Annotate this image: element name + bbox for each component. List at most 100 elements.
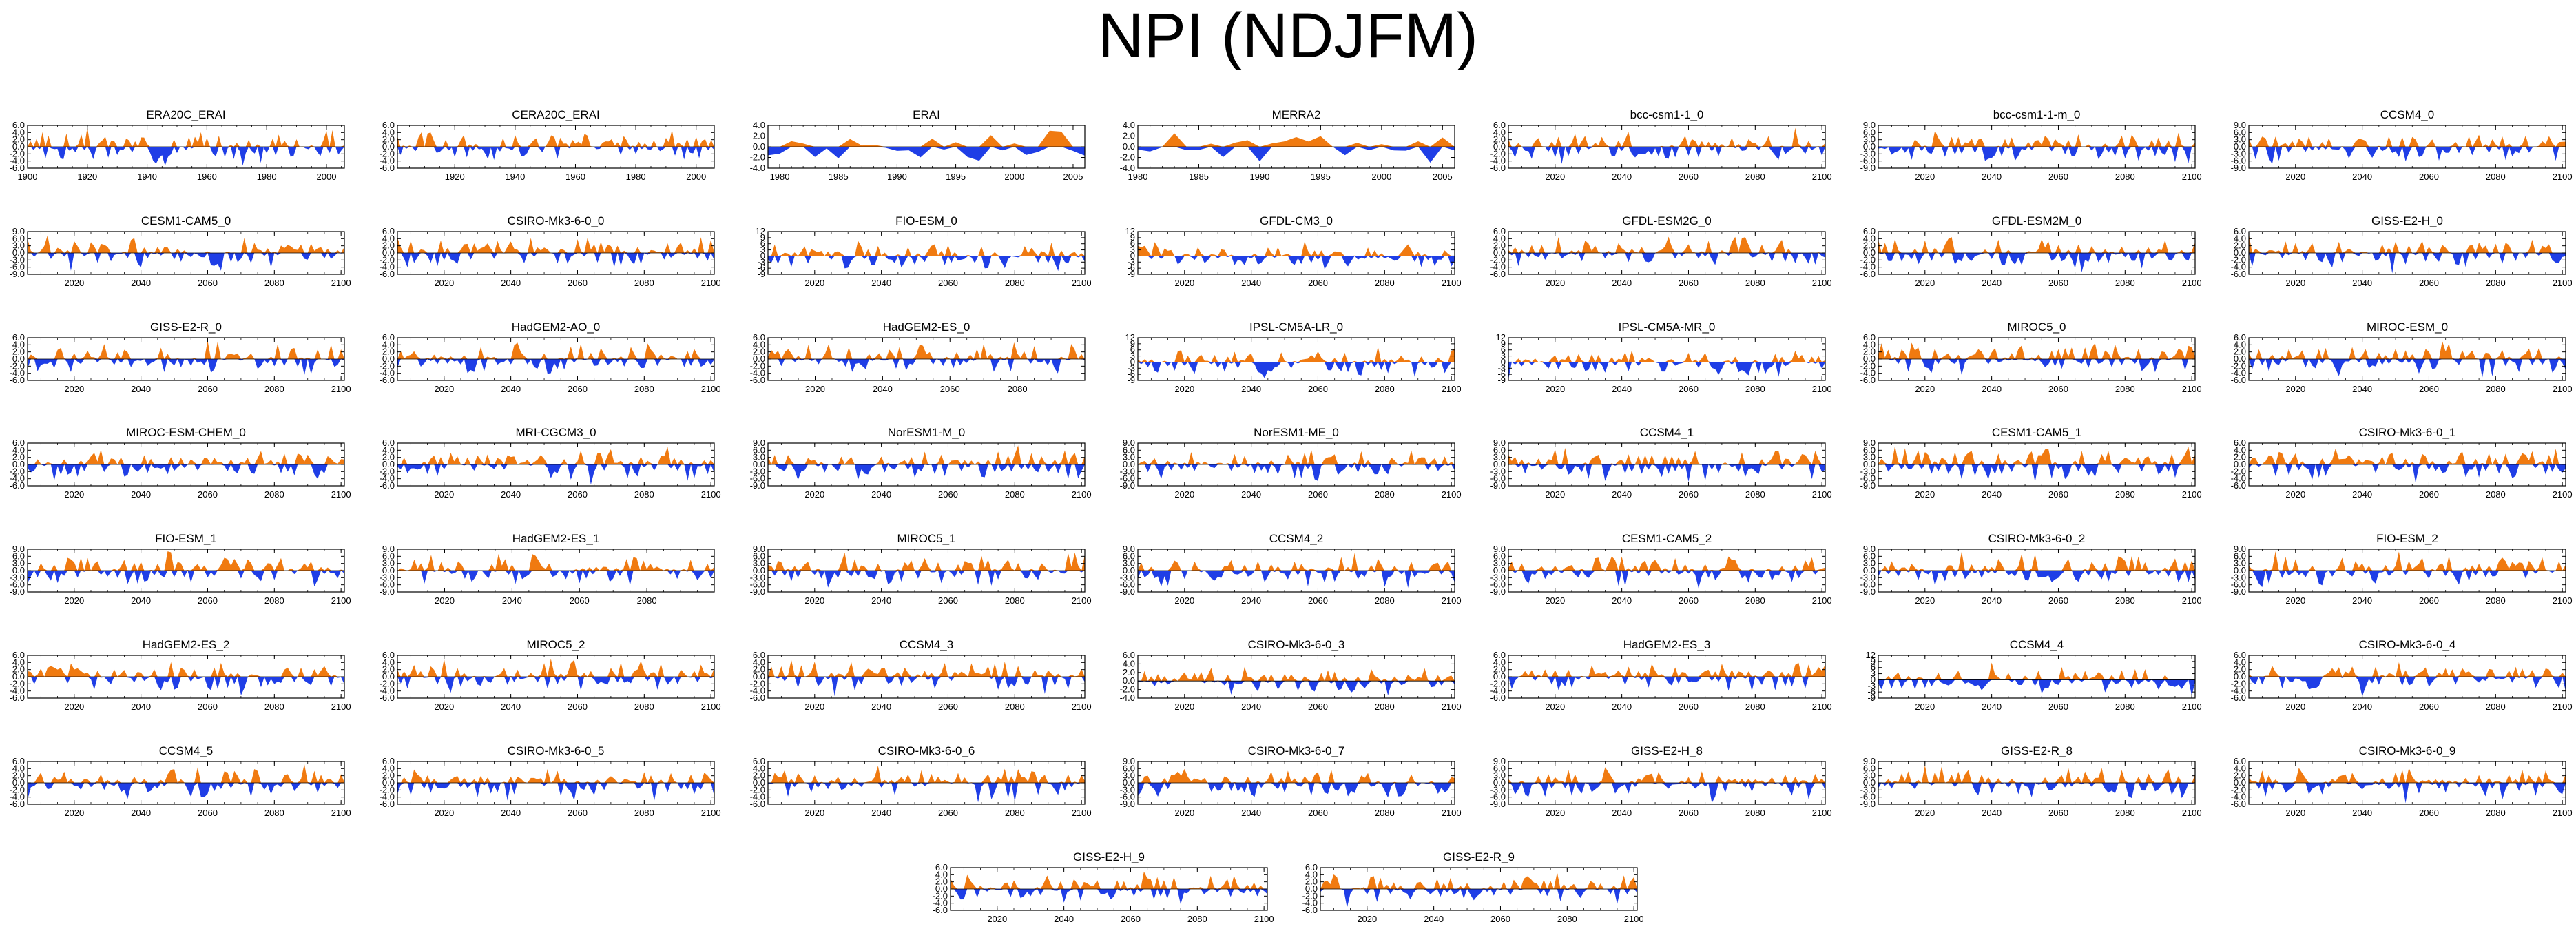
y-tick-label: 9.0 <box>12 544 25 554</box>
x-tick-label: 2100 <box>1812 384 1832 394</box>
x-tick-label: 2080 <box>2486 278 2506 288</box>
y-tick-label: 6.0 <box>12 756 25 766</box>
y-tick-label: 4.0 <box>1305 869 1318 879</box>
panel-CSIRO-Mk3-6-0_1: CSIRO-Mk3-6-0_1 6.04.02.00.0-2.0-4.0-6.0 2… <box>2231 426 2573 500</box>
panel-CSIRO-Mk3-6-0_2: CSIRO-Mk3-6-0_2 9.06.03.00.0-3.0-6.0-9.0 2… <box>1860 532 2202 606</box>
panel-CSIRO-Mk3-6-0_5: CSIRO-Mk3-6-0_5 6.04.02.00.0-2.0-4.0-6.0 2… <box>380 744 721 818</box>
positive-area <box>2249 662 2566 677</box>
positive-area <box>397 553 714 571</box>
y-tick-label: 0.0 <box>12 141 25 152</box>
x-tick-label: 2060 <box>2419 384 2439 394</box>
positive-area <box>28 340 344 359</box>
y-tick-label: 2.0 <box>753 347 765 357</box>
x-tick-label: 2100 <box>2553 172 2573 182</box>
y-tick-label: -3.0 <box>2231 148 2246 158</box>
y-tick-label: 0.0 <box>12 565 25 575</box>
y-tick-label: -2.0 <box>1490 678 1506 688</box>
y-tick-label: 6.0 <box>12 551 25 561</box>
x-tick-label: 2020 <box>434 702 454 712</box>
positive-area <box>1138 133 1455 147</box>
panel-title: GISS-E2-R_0 <box>150 320 222 334</box>
x-tick-label: 2040 <box>131 278 151 288</box>
x-tick-label: 2100 <box>331 384 351 394</box>
x-tick-label: 2080 <box>1745 808 1765 818</box>
panel-title: CSIRO-Mk3-6-0_9 <box>2359 744 2456 757</box>
x-tick-label: 2080 <box>1005 808 1025 818</box>
x-tick-label: 2080 <box>264 808 284 818</box>
x-tick-label: 2020 <box>2285 489 2305 500</box>
x-tick-label: 2100 <box>2182 384 2202 394</box>
x-tick-label: 2040 <box>501 278 521 288</box>
x-tick-label: 2040 <box>131 702 151 712</box>
x-tick-label: 2080 <box>1745 489 1765 500</box>
panel-title: CERA20C_ERAI <box>512 108 600 121</box>
y-tick-label: -9 <box>757 269 765 279</box>
y-tick-label: 3.0 <box>753 452 765 462</box>
y-tick-label: 0.0 <box>935 883 948 894</box>
y-tick-label: 12 <box>1125 226 1135 236</box>
x-tick-label: 2100 <box>701 808 721 818</box>
x-tick-label: 2060 <box>2419 489 2439 500</box>
y-tick-label: 4.0 <box>382 657 395 667</box>
y-tick-label: -6 <box>1127 263 1135 273</box>
y-tick-label: 6 <box>1130 345 1135 355</box>
x-tick-label: 2060 <box>1679 489 1699 500</box>
x-tick-label: 2060 <box>1679 278 1699 288</box>
negative-area <box>1878 679 2195 696</box>
y-tick-label: 9.0 <box>753 544 765 554</box>
x-tick-label: 2100 <box>331 278 351 288</box>
y-tick-label: 3.0 <box>1123 558 1135 569</box>
y-tick-label: 3.0 <box>382 558 395 569</box>
x-tick-label: 2040 <box>1982 384 2002 394</box>
negative-area <box>1138 147 1455 163</box>
y-tick-label: 6.0 <box>1493 650 1506 660</box>
panel-CESM1-CAM5_0: CESM1-CAM5_0 9.06.03.00.0-3.0-6.0-9.0 2020… <box>10 214 351 288</box>
y-tick-label: 0.0 <box>1493 459 1506 469</box>
x-tick-label: 2100 <box>331 595 351 606</box>
y-tick-label: -6.0 <box>1490 163 1506 173</box>
panel-title: CSIRO-Mk3-6-0_7 <box>1248 744 1345 757</box>
panel-title: GFDL-ESM2M_0 <box>1992 214 2081 227</box>
y-tick-label: -2.0 <box>933 890 948 901</box>
x-tick-label: 2060 <box>1308 278 1328 288</box>
x-tick-label: 1985 <box>1189 172 1209 182</box>
y-tick-label: -6.0 <box>1860 156 1876 166</box>
x-tick-label: 2100 <box>2553 808 2573 818</box>
panel-GISS-E2-H_8: GISS-E2-H_8 9.06.03.00.0-3.0-6.0-9.0 2020 2… <box>1490 744 1832 818</box>
y-tick-label: -3.0 <box>10 572 25 582</box>
y-tick-label: -4.0 <box>750 686 765 696</box>
x-tick-label: 2100 <box>1812 808 1832 818</box>
y-tick-label: 12 <box>756 226 765 236</box>
x-tick-label: 2040 <box>1424 914 1444 924</box>
x-tick-label: 2080 <box>634 808 654 818</box>
y-tick-label: -9.0 <box>1490 586 1506 597</box>
y-tick-label: 3 <box>1501 351 1506 361</box>
y-tick-label: 6.0 <box>12 233 25 243</box>
x-tick-label: 1980 <box>1128 172 1148 182</box>
y-tick-label: 6.0 <box>1123 650 1135 660</box>
y-tick-label: 0.0 <box>2234 777 2246 788</box>
x-tick-label: 2080 <box>634 384 654 394</box>
panel-title: MERRA2 <box>1272 108 1321 121</box>
panel-CCSM4_2: CCSM4_2 9.06.03.00.0-3.0-6.0-9.0 2020 2040 2… <box>1120 532 1462 606</box>
y-tick-label: -6.0 <box>750 693 765 703</box>
y-tick-label: 3.0 <box>1493 452 1506 462</box>
positive-area <box>1138 449 1455 464</box>
y-tick-label: -6.0 <box>2231 375 2246 385</box>
y-tick-label: 12 <box>1125 332 1135 342</box>
x-tick-label: 2060 <box>568 702 588 712</box>
y-tick-label: -4.0 <box>380 368 395 378</box>
y-tick-label: -3.0 <box>1490 784 1506 795</box>
y-tick-label: 9.0 <box>1863 120 1876 130</box>
x-tick-label: 2020 <box>1915 595 1935 606</box>
y-tick-label: 4.0 <box>753 657 765 667</box>
x-tick-label: 2100 <box>2553 384 2573 394</box>
y-tick-label: -9 <box>1127 375 1135 385</box>
positive-area <box>397 237 714 253</box>
y-tick-label: 3.0 <box>1123 452 1135 462</box>
negative-area <box>28 464 344 481</box>
y-tick-label: 0.0 <box>1493 565 1506 575</box>
panel-title: MIROC5_0 <box>2007 320 2066 334</box>
y-tick-label: -3 <box>1867 680 1876 690</box>
